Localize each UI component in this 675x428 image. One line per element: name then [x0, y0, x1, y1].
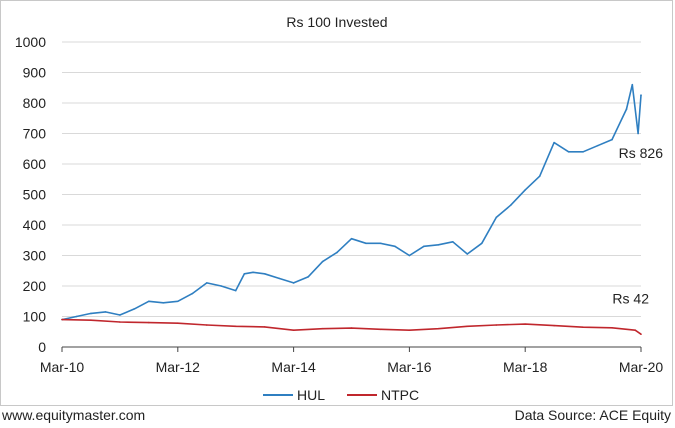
data-point-hul	[220, 285, 223, 287]
data-point-hul	[567, 151, 570, 153]
data-point-ntpc	[634, 329, 637, 332]
y-tick-label: 0	[38, 339, 46, 355]
x-tick-label: Mar-18	[503, 359, 548, 375]
data-point-ntpc	[495, 324, 498, 326]
y-tick-label: 400	[23, 217, 47, 233]
data-point-hul	[365, 242, 367, 245]
y-tick-label: 1000	[15, 34, 46, 50]
data-point-hul	[480, 242, 483, 245]
y-tick-label: 300	[23, 248, 47, 264]
data-point-hul	[307, 276, 309, 278]
data-point-ntpc	[524, 323, 526, 325]
data-point-hul	[466, 253, 469, 255]
x-tick-label: Mar-14	[271, 359, 316, 375]
data-point-hul	[553, 141, 555, 144]
data-point-hul	[524, 189, 526, 191]
line-chart: Rs 100 Invested Rs 826 Rs 42 0 100 200 300 40…	[15, 14, 664, 403]
data-point-hul	[640, 94, 642, 96]
data-point-ntpc	[119, 321, 121, 323]
series-line-ntpc	[61, 318, 642, 335]
data-point-hul	[263, 273, 266, 275]
data-point-ntpc	[640, 333, 642, 335]
y-tick-label: 100	[23, 309, 47, 325]
chart-title: Rs 100 Invested	[286, 14, 387, 30]
legend-label-ntpc: NTPC	[381, 387, 419, 403]
legend: HUL NTPC	[263, 387, 419, 403]
axis-layer: 0 100 200 300 400 500 600 700 800 900 1000 Mar-10 Ma…	[15, 34, 664, 375]
data-point-hul	[278, 277, 280, 280]
data-point-hul	[631, 83, 634, 86]
data-point-hul	[538, 175, 541, 177]
data-point-hul	[104, 311, 107, 313]
data-point-ntpc	[582, 326, 584, 328]
data-point-hul	[423, 245, 425, 248]
data-point-ntpc	[466, 325, 469, 328]
data-point-hul	[495, 216, 498, 219]
data-point-ntpc	[408, 329, 411, 332]
data-point-hul	[234, 289, 237, 292]
series-line-hul	[61, 83, 642, 321]
x-tick-label: Mar-20	[619, 359, 664, 375]
x-tick-label: Mar-12	[156, 359, 201, 375]
data-point-ntpc	[292, 329, 295, 332]
data-point-hul	[350, 237, 353, 240]
data-point-hul	[177, 300, 179, 303]
data-point-hul	[408, 254, 411, 257]
data-point-ntpc	[263, 326, 266, 328]
y-tick-label: 200	[23, 278, 47, 294]
data-point-ntpc	[379, 328, 382, 331]
data-point-hul	[148, 300, 150, 303]
x-tick-label: Mar-10	[40, 359, 85, 375]
end-label-hul: Rs 826	[619, 145, 664, 161]
data-point-hul	[336, 251, 338, 254]
y-tick-label: 800	[23, 95, 47, 111]
data-point-hul	[637, 132, 639, 135]
data-point-hul	[75, 315, 78, 318]
data-point-hul	[252, 271, 254, 274]
data-point-hul	[133, 308, 136, 310]
data-point-ntpc	[553, 324, 555, 327]
y-tick-label: 500	[23, 187, 47, 203]
data-point-ntpc	[177, 322, 179, 325]
data-point-ntpc	[321, 327, 324, 330]
series-layer: Rs 826 Rs 42	[61, 83, 664, 335]
data-point-hul	[509, 204, 512, 206]
data-point-ntpc	[611, 326, 613, 329]
data-point-hul	[582, 151, 584, 153]
end-label-ntpc: Rs 42	[612, 291, 649, 307]
data-point-hul	[321, 260, 324, 263]
data-point-ntpc	[234, 325, 237, 328]
data-point-hul	[205, 282, 208, 284]
data-source: Data Source: ACE Equity	[514, 407, 671, 423]
data-point-hul	[191, 292, 194, 295]
legend-label-hul: HUL	[297, 387, 325, 403]
y-tick-label: 700	[23, 126, 47, 142]
chart-frame	[0, 0, 673, 406]
data-point-hul	[596, 144, 599, 147]
data-point-ntpc	[205, 324, 208, 326]
data-point-hul	[437, 244, 440, 246]
data-point-ntpc	[148, 321, 150, 324]
grid-layer	[62, 41, 641, 317]
data-point-ntpc	[61, 318, 63, 321]
y-tick-label: 600	[23, 156, 47, 172]
data-point-ntpc	[350, 327, 353, 329]
data-point-hul	[379, 242, 382, 245]
x-tick-label: Mar-16	[387, 359, 432, 375]
data-point-ntpc	[90, 319, 92, 321]
data-point-hul	[611, 138, 613, 141]
data-point-hul	[119, 314, 121, 316]
data-point-hul	[394, 245, 396, 248]
data-point-hul	[292, 282, 295, 284]
data-point-hul	[162, 301, 165, 304]
y-tick-label: 900	[23, 65, 47, 81]
data-point-hul	[243, 273, 246, 275]
data-point-hul	[625, 108, 628, 110]
site-credit: www.equitymaster.com	[2, 407, 146, 423]
data-point-hul	[452, 240, 454, 243]
data-point-ntpc	[437, 327, 440, 330]
data-point-hul	[90, 312, 92, 315]
